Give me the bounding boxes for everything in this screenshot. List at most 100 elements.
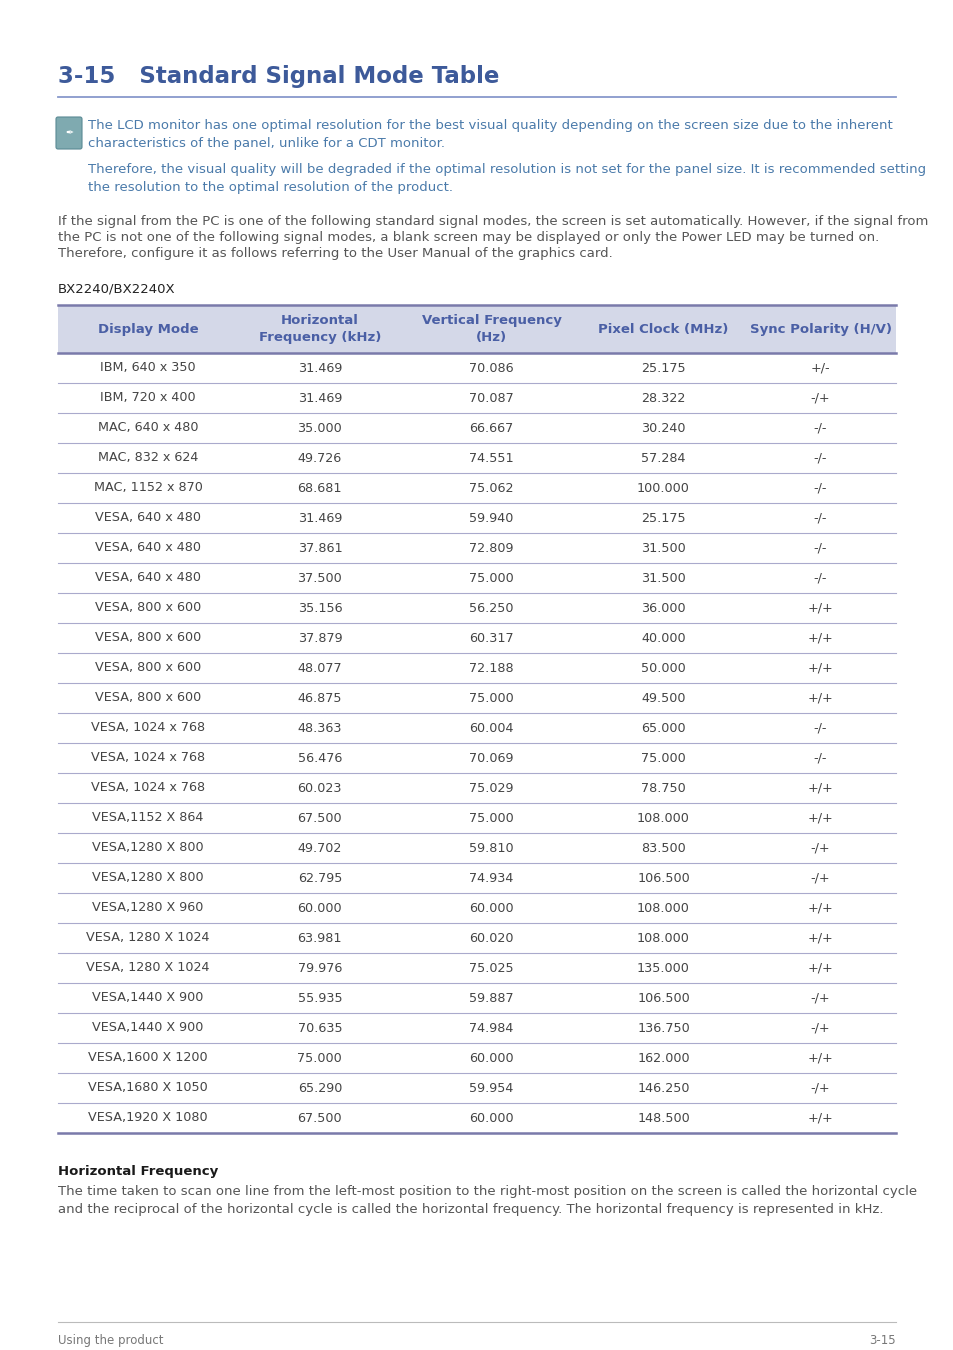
Text: 49.702: 49.702: [297, 841, 342, 855]
Bar: [58, 563, 895, 593]
Text: +/+: +/+: [807, 811, 833, 825]
Text: 40.000: 40.000: [640, 632, 685, 644]
Text: The LCD monitor has one optimal resolution for the best visual quality depending: The LCD monitor has one optimal resoluti…: [88, 119, 892, 150]
Text: -/+: -/+: [810, 1081, 829, 1095]
Text: +/+: +/+: [807, 931, 833, 945]
Text: 75.000: 75.000: [297, 1052, 342, 1065]
Text: +/-: +/-: [810, 362, 829, 374]
Text: Using the product: Using the product: [58, 1334, 163, 1347]
Text: 79.976: 79.976: [297, 961, 342, 975]
Bar: [58, 1044, 895, 1073]
Text: 31.500: 31.500: [640, 541, 685, 555]
Text: 31.500: 31.500: [640, 571, 685, 585]
Bar: [58, 305, 895, 352]
Text: 35.156: 35.156: [297, 602, 342, 614]
Text: 83.500: 83.500: [640, 841, 685, 855]
Text: VESA,1920 X 1080: VESA,1920 X 1080: [89, 1111, 208, 1125]
Bar: [58, 774, 895, 803]
Text: -/+: -/+: [810, 392, 829, 405]
Text: 31.469: 31.469: [297, 392, 342, 405]
Bar: [58, 743, 895, 774]
Text: 62.795: 62.795: [297, 872, 342, 884]
Text: VESA,1680 X 1050: VESA,1680 X 1050: [88, 1081, 208, 1095]
Text: 70.069: 70.069: [469, 752, 514, 764]
Text: Therefore, configure it as follows referring to the User Manual of the graphics : Therefore, configure it as follows refer…: [58, 247, 612, 261]
Text: -/-: -/-: [813, 421, 826, 435]
Text: 63.981: 63.981: [297, 931, 342, 945]
Text: VESA,1280 X 960: VESA,1280 X 960: [92, 902, 204, 914]
Text: 49.726: 49.726: [297, 451, 341, 464]
Bar: [58, 653, 895, 683]
Bar: [58, 443, 895, 472]
Text: -/-: -/-: [813, 752, 826, 764]
Text: If the signal from the PC is one of the following standard signal modes, the scr: If the signal from the PC is one of the …: [58, 215, 927, 228]
Text: 60.000: 60.000: [297, 902, 342, 914]
Text: 35.000: 35.000: [297, 421, 342, 435]
Text: 50.000: 50.000: [640, 662, 685, 675]
Text: VESA, 800 x 600: VESA, 800 x 600: [95, 602, 201, 614]
Bar: [58, 593, 895, 622]
Text: ✒: ✒: [65, 128, 73, 138]
Text: 108.000: 108.000: [637, 811, 689, 825]
Bar: [58, 504, 895, 533]
Text: 106.500: 106.500: [637, 991, 689, 1004]
Text: 36.000: 36.000: [640, 602, 685, 614]
Text: 72.188: 72.188: [469, 662, 514, 675]
Text: +/+: +/+: [807, 602, 833, 614]
Text: +/+: +/+: [807, 691, 833, 705]
Text: Pixel Clock (MHz): Pixel Clock (MHz): [598, 323, 728, 336]
Text: 108.000: 108.000: [637, 902, 689, 914]
Text: 108.000: 108.000: [637, 931, 689, 945]
Text: 31.469: 31.469: [297, 512, 342, 525]
Bar: [58, 383, 895, 413]
Text: +/+: +/+: [807, 1111, 833, 1125]
Text: 37.879: 37.879: [297, 632, 342, 644]
Text: VESA, 1024 x 768: VESA, 1024 x 768: [91, 752, 205, 764]
Text: +/+: +/+: [807, 662, 833, 675]
Bar: [58, 983, 895, 1012]
Text: VESA,1440 X 900: VESA,1440 X 900: [92, 991, 204, 1004]
Text: 65.000: 65.000: [640, 721, 685, 734]
Text: VESA, 640 x 480: VESA, 640 x 480: [95, 541, 201, 555]
Text: Horizontal
Frequency (kHz): Horizontal Frequency (kHz): [258, 315, 380, 344]
Text: -/+: -/+: [810, 1022, 829, 1034]
Text: 57.284: 57.284: [640, 451, 685, 464]
Text: -/+: -/+: [810, 872, 829, 884]
Text: 75.062: 75.062: [469, 482, 514, 494]
Text: 136.750: 136.750: [637, 1022, 689, 1034]
Text: 59.954: 59.954: [469, 1081, 514, 1095]
Text: 72.809: 72.809: [469, 541, 514, 555]
Text: VESA, 640 x 480: VESA, 640 x 480: [95, 512, 201, 525]
Text: 74.984: 74.984: [469, 1022, 514, 1034]
Bar: [58, 683, 895, 713]
Bar: [58, 352, 895, 383]
Text: VESA,1280 X 800: VESA,1280 X 800: [92, 841, 204, 855]
Bar: [58, 892, 895, 923]
Text: the PC is not one of the following signal modes, a blank screen may be displayed: the PC is not one of the following signa…: [58, 231, 879, 244]
Text: -/-: -/-: [813, 451, 826, 464]
Text: Sync Polarity (H/V): Sync Polarity (H/V): [749, 323, 891, 336]
Text: The time taken to scan one line from the left-most position to the right-most po: The time taken to scan one line from the…: [58, 1185, 916, 1216]
Text: +/+: +/+: [807, 632, 833, 644]
Text: 60.000: 60.000: [469, 1111, 514, 1125]
Text: VESA, 800 x 600: VESA, 800 x 600: [95, 662, 201, 675]
Text: VESA,1440 X 900: VESA,1440 X 900: [92, 1022, 204, 1034]
Text: 74.551: 74.551: [469, 451, 514, 464]
Text: -/+: -/+: [810, 991, 829, 1004]
Text: 56.476: 56.476: [297, 752, 342, 764]
Text: 48.077: 48.077: [297, 662, 342, 675]
Text: 75.000: 75.000: [640, 752, 685, 764]
Text: Therefore, the visual quality will be degraded if the optimal resolution is not : Therefore, the visual quality will be de…: [88, 163, 925, 194]
Bar: [58, 953, 895, 983]
FancyBboxPatch shape: [56, 117, 82, 148]
Text: 3-15   Standard Signal Mode Table: 3-15 Standard Signal Mode Table: [58, 65, 498, 88]
Text: Vertical Frequency
(Hz): Vertical Frequency (Hz): [421, 315, 561, 344]
Text: MAC, 1152 x 870: MAC, 1152 x 870: [93, 482, 202, 494]
Text: +/+: +/+: [807, 782, 833, 795]
Text: 70.087: 70.087: [469, 392, 514, 405]
Text: 31.469: 31.469: [297, 362, 342, 374]
Bar: [58, 923, 895, 953]
Text: 60.020: 60.020: [469, 931, 514, 945]
Text: 70.635: 70.635: [297, 1022, 342, 1034]
Text: +/+: +/+: [807, 961, 833, 975]
